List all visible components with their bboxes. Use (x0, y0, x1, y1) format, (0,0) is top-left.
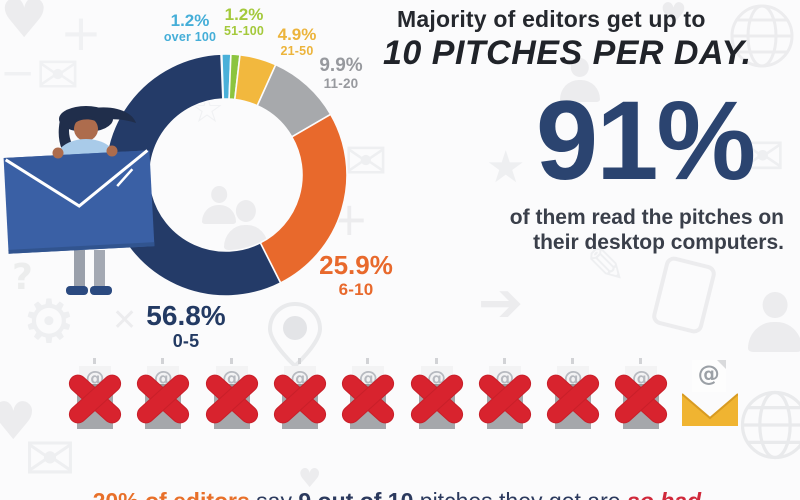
envelope-tab (93, 358, 96, 364)
open-envelope-body (681, 393, 738, 426)
slice-range: 11-20 (323, 76, 359, 92)
star-icon: ★ (486, 142, 526, 193)
rejected-envelope-icon: @ (133, 358, 193, 429)
heart-icon: ♥ (0, 0, 49, 50)
red-x-icon (133, 370, 193, 428)
envelope-icon: ✉ (36, 46, 80, 106)
slice-percent: 25.9% (319, 250, 393, 280)
slice-range: 21-50 (280, 44, 314, 59)
red-x-icon (338, 370, 398, 428)
rejected-envelope-icon: @ (65, 358, 125, 429)
rejected-envelope-icon: @ (543, 358, 603, 429)
person-icon (748, 292, 800, 352)
woman-with-envelope-illustration (3, 106, 155, 295)
envelope-tab (229, 358, 233, 364)
arrow-icon: ➔ (478, 271, 524, 334)
envelope-icon: ✉ (740, 125, 786, 188)
envelope-tab (639, 358, 643, 364)
headline: Majority of editors get up to 10 PITCHES… (383, 6, 793, 73)
donut-label-51-100: 1.2% 51-100 (209, 5, 279, 38)
bottom-caption: 20% of editors say 9 out of 10 pitches t… (0, 438, 800, 500)
caption-segment: pitches they get are (413, 488, 627, 500)
envelope-tab (571, 358, 575, 364)
envelope-tab (161, 358, 165, 364)
stat-value: 91% (535, 78, 756, 203)
heart-icon: ♥ (0, 392, 37, 452)
red-x-icon (202, 370, 262, 428)
rejected-envelope-icon: @ (407, 358, 467, 429)
slice-percent: 1.2% (170, 11, 210, 30)
headline-line1: Majority of editors get up to (397, 6, 706, 32)
donut-label-21-50: 4.9% 21-50 (262, 25, 332, 58)
accepted-envelope-icon: @ (681, 358, 738, 428)
globe-icon (740, 390, 800, 460)
red-x-icon (543, 370, 603, 428)
headline-line2: 10 PITCHES PER DAY. (383, 34, 752, 72)
slice-range: 51-100 (223, 24, 265, 39)
caption-segment: so bad (627, 488, 701, 500)
slice-percent: 1.2% (224, 5, 264, 24)
slice-percent: 9.9% (319, 55, 363, 76)
stat-caption-line2: their desktop computers. (533, 231, 784, 255)
person-icon (560, 58, 600, 102)
at-symbol: @ (697, 362, 720, 387)
caption-line1: 20% of editors say 9 out of 10 pitches t… (0, 488, 800, 500)
minus-icon: − (0, 48, 36, 97)
rejected-envelope-icon: @ (270, 358, 330, 429)
heart-icon: ♥ (298, 464, 322, 494)
heart-icon: ♥ (660, 0, 687, 32)
slice-percent: 56.8% (146, 300, 226, 331)
globe-icon (730, 4, 794, 68)
plus-icon: + (60, 4, 102, 62)
red-x-icon (407, 370, 467, 428)
donut-label-over-100: 1.2% over 100 (153, 11, 227, 44)
envelope-tab (502, 358, 506, 364)
letter: @ (691, 360, 726, 392)
donut-label-11-20: 9.9% 11-20 (306, 55, 376, 91)
red-x-icon (475, 370, 535, 428)
stat-caption: of them read the pitches on their deskto… (464, 205, 784, 255)
caption-segment: say (250, 488, 299, 500)
stat-caption-line1: of them read the pitches on (509, 206, 784, 229)
x-icon: ✕ (112, 303, 138, 338)
gear-icon: ⚙ (22, 287, 76, 357)
caption-segment: 9 out of 10 (298, 488, 413, 500)
slice-range: over 100 (163, 30, 217, 45)
donut-label-6-10: 25.9% 6-10 (315, 250, 397, 300)
pencil-icon: ✎ (586, 238, 627, 294)
rejected-envelope-icon: @ (611, 358, 671, 429)
rejected-envelope-icon: @ (475, 358, 535, 429)
envelope-tab (366, 358, 370, 364)
donut-label-0-5: 56.8% 0-5 (141, 300, 231, 352)
rejected-envelope-icon: @ (202, 358, 262, 429)
caption-segment: , (701, 488, 707, 500)
envelope-tab (297, 358, 301, 364)
envelope-tab (434, 358, 438, 364)
caption-segment: 20% of editors (93, 488, 250, 500)
red-x-icon (611, 370, 671, 428)
envelope-icon: ✉ (344, 132, 388, 192)
question-icon: ? (12, 257, 33, 298)
rejected-envelope-icon: @ (338, 358, 398, 429)
letter-fold (716, 360, 726, 369)
slice-range: 0-5 (172, 331, 200, 352)
red-x-icon (65, 370, 125, 428)
slice-percent: 4.9% (277, 25, 317, 44)
slice-range: 6-10 (338, 280, 374, 300)
red-x-icon (270, 370, 330, 428)
envelope-icon: ✉ (24, 422, 76, 495)
